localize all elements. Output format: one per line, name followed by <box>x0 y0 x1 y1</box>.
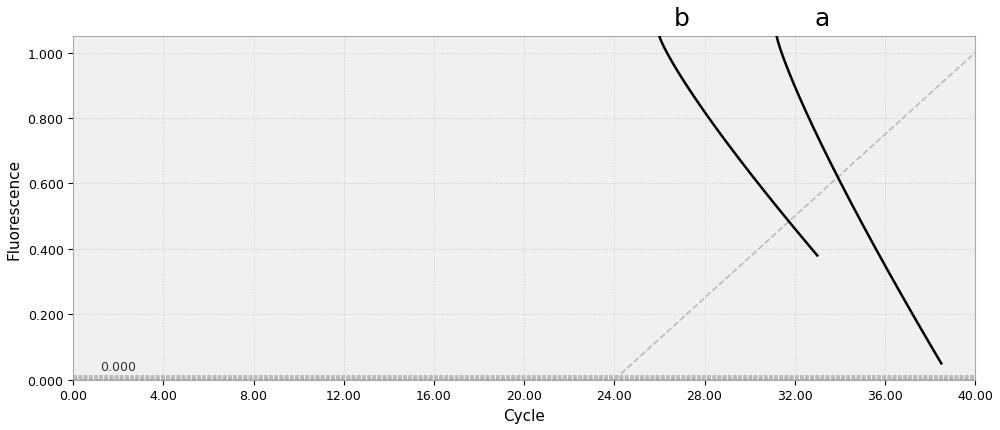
X-axis label: Cycle: Cycle <box>503 408 545 423</box>
Text: a: a <box>814 7 829 31</box>
Text: 0.000: 0.000 <box>100 360 136 373</box>
Text: b: b <box>674 7 690 31</box>
Y-axis label: Fluorescence: Fluorescence <box>7 158 22 259</box>
